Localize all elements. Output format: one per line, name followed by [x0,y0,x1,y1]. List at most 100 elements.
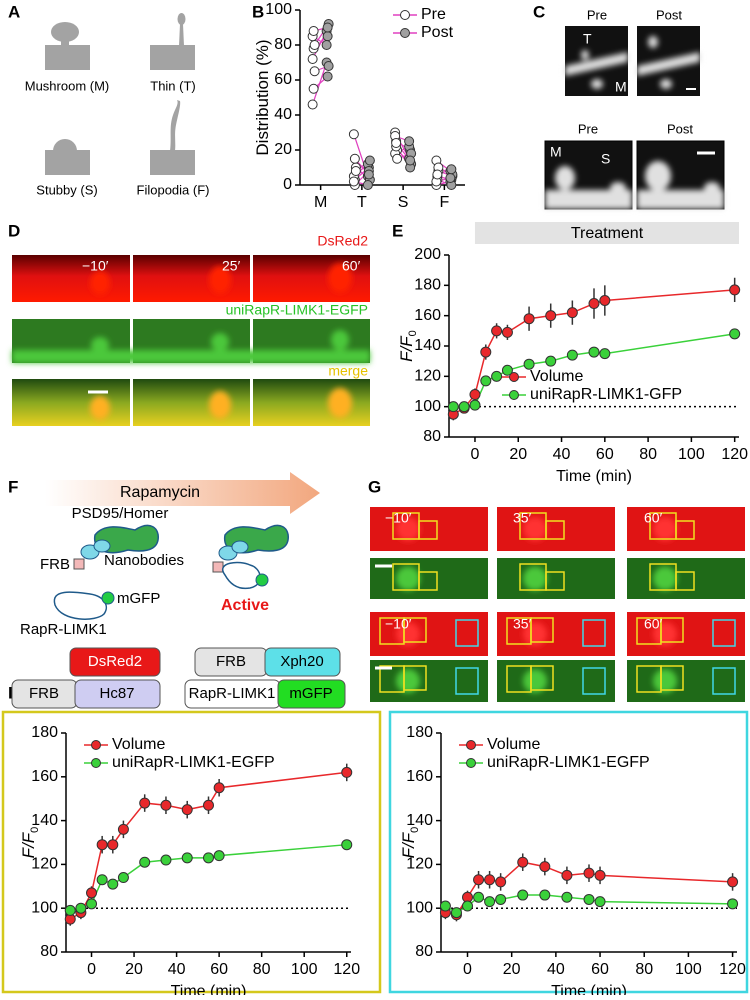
x-tick-label: 40 [553,446,571,463]
x-tick-label: 60 [591,961,609,978]
x-axis-label: Time (min) [551,983,627,995]
image-cell [370,507,488,551]
data-point [495,893,507,905]
data-point [473,874,485,886]
roi-box [660,617,684,643]
spine-mark: T [583,31,592,47]
y-tick-label: 120 [31,856,58,873]
data-point [213,782,225,794]
x-tick-label: 40 [547,961,565,978]
data-point [491,370,503,382]
dendrite-base [150,45,195,70]
image-feature [396,517,420,541]
shape-label: Mushroom (M) [25,78,110,93]
x-tick-label: 40 [168,961,186,978]
y-tick-label: 180 [31,724,58,741]
panel-label: E [392,221,403,240]
panel-frame [1,710,382,994]
data-point [588,346,600,358]
image-feature [523,517,547,541]
data-point [321,40,332,50]
construct-box [277,679,346,709]
y-tick-label: 140 [414,337,441,354]
time-label: 60′ [644,510,663,526]
data-point [107,839,119,851]
data-point [523,358,535,370]
image-feature [396,566,420,591]
image-cell [370,612,488,656]
panel-label: G [368,477,381,496]
x-tick-label: M [314,194,327,211]
data-point [501,326,513,338]
data-point [480,375,492,387]
construct-label: FRB [216,653,246,670]
image-cell [627,507,745,551]
data-point [599,348,611,360]
data-point [117,823,129,835]
spine-neck [179,24,184,46]
image-feature [653,669,677,693]
x-tick-label: 120 [333,961,360,978]
legend-label: Volume [487,736,540,753]
data-point [322,31,333,42]
data-point [107,878,119,890]
data-point [341,766,353,778]
roi-box [675,520,695,540]
data-point [308,26,319,36]
data-point [539,889,551,901]
strip-red [12,255,370,302]
data-point [458,401,470,413]
mgfp [255,573,269,587]
x-tick-label: 60 [596,446,614,463]
data-point [96,874,108,886]
data-point [439,900,451,912]
x-axis-label: Time (min) [171,983,247,995]
data-point [392,153,403,164]
image [497,507,615,551]
data-point [362,180,373,190]
time-label: 60′ [342,258,361,274]
psd95 [94,524,159,554]
schematic: Rapamycin PSD95/Homer Nanobodies FRB mGF… [11,472,346,709]
x-tick-label: 80 [635,961,653,978]
data-point [566,307,578,319]
y-tick-label: 100 [265,1,292,18]
y-tick-label: 80 [415,943,433,960]
legend-label: Pre [421,6,446,23]
data-point [213,850,225,862]
x-tick-label: 60 [210,961,228,978]
data-point [203,799,214,811]
data-point [491,325,503,337]
roi-box [530,665,554,691]
data-point [139,797,151,809]
image [627,558,745,599]
component-label: FRB [40,556,70,573]
legend-marker [466,758,476,768]
frb [212,561,224,573]
image-cell [497,507,615,551]
y-tick-label: 140 [31,812,58,829]
roi-box [403,665,427,691]
state-label: Active [221,597,269,614]
data-point [561,869,573,881]
image-title: Pre [587,7,607,22]
data-point [391,138,402,148]
roi-box [545,520,565,540]
image-cell [627,558,745,599]
y-tick-label: 120 [406,856,433,873]
x-axis-label: Time (min) [556,468,632,485]
data-point [450,907,462,919]
y-tick-label: 100 [31,899,58,916]
roi-box [675,571,695,591]
roi-box [545,571,565,591]
data-point [539,861,551,873]
time-label: 35′ [513,510,532,526]
data-point [307,54,318,64]
data-point [545,310,557,322]
y-tick-label: 100 [414,398,441,415]
data-point [307,99,318,110]
frb [73,558,85,570]
data-point [86,898,98,910]
image-features [565,36,700,89]
data-point [566,349,578,361]
